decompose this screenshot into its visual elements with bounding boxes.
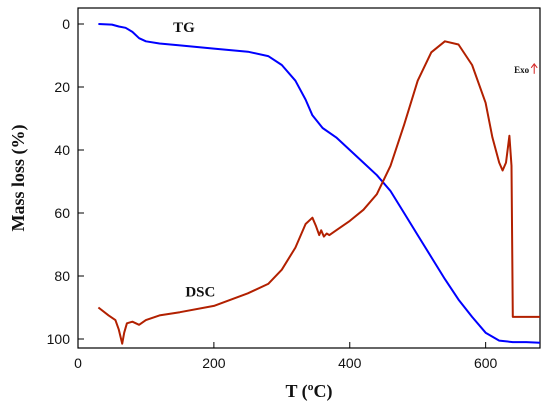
x-tick-label: 400 [338, 355, 362, 371]
series-layer [97, 23, 541, 345]
exo-label: Exo [514, 65, 530, 75]
y-tick-label: 20 [54, 79, 70, 95]
series-label-dsc: DSC [185, 284, 215, 300]
y-tick-label: 60 [54, 205, 70, 221]
series-line-dsc [97, 40, 540, 345]
y-tick-label: 100 [47, 331, 71, 347]
x-tick-label: 200 [202, 355, 226, 371]
y-axis-title: Mass loss (%) [8, 124, 29, 231]
series-line-tg [98, 23, 541, 344]
axis-ticks: 0 200 400 600 0 20 40 60 80 100 [47, 16, 498, 371]
y-tick-label: 40 [54, 142, 70, 158]
x-tick-label: 0 [74, 355, 82, 371]
series-label-tg: TG [173, 20, 195, 36]
exo-arrow-icon [530, 62, 538, 74]
plot-frame [77, 7, 541, 349]
x-tick-label: 600 [474, 355, 498, 371]
y-tick-label: 80 [54, 268, 70, 284]
x-axis-title: T (ºC) [285, 381, 332, 402]
y-tick-label: 0 [62, 16, 70, 32]
